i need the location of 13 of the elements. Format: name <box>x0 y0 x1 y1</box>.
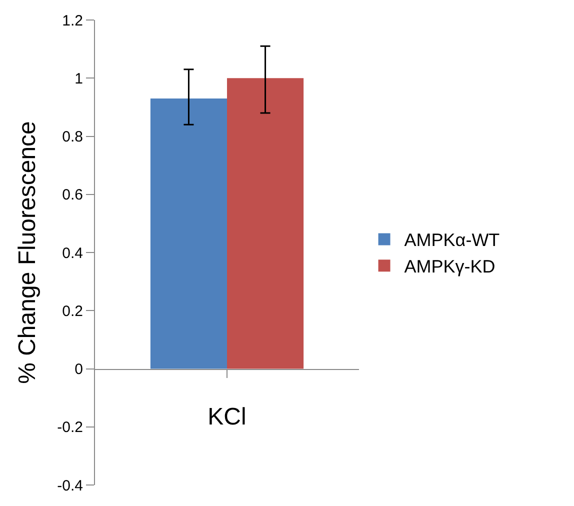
y-axis-title: % Change Fluorescence <box>14 121 42 384</box>
y-tick-label: -0.4 <box>57 477 83 494</box>
y-tick-label: 0 <box>74 361 83 378</box>
y-tick-label: 0.2 <box>62 302 83 320</box>
y-tick-label: 0.4 <box>62 244 83 262</box>
y-tick-label: 1 <box>74 70 83 88</box>
y-tick-label: 0.8 <box>62 128 83 146</box>
x-tick-label: KCl <box>208 404 246 431</box>
legend-label: AMPKγ-KD <box>404 256 496 277</box>
y-tick-label: -0.2 <box>57 419 83 436</box>
legend-label: AMPKα-WT <box>404 230 500 250</box>
y-tick-label: 0.6 <box>62 186 83 204</box>
y-tick-label: 1.2 <box>62 12 83 30</box>
